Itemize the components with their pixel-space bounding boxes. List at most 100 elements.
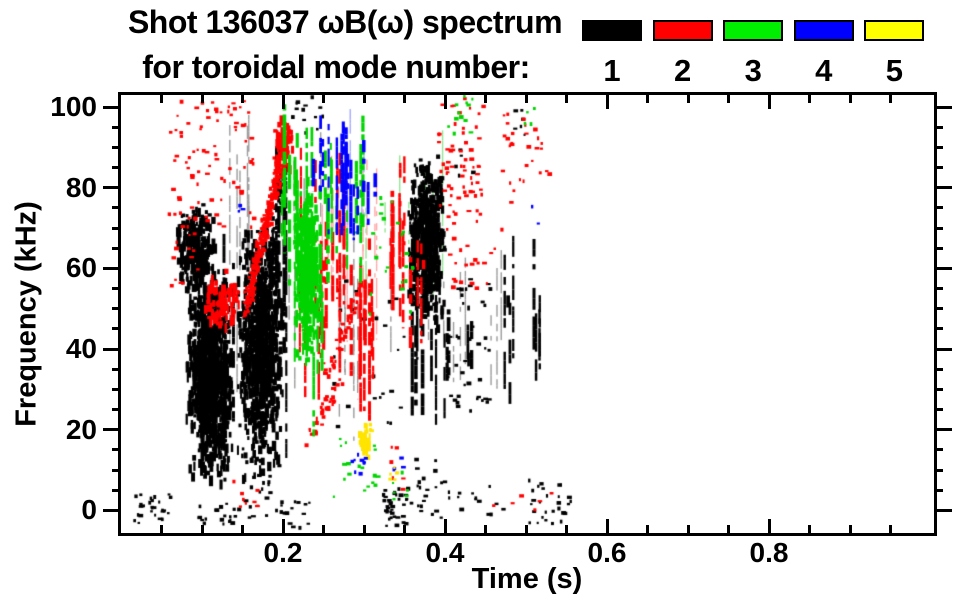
- spectrogram-canvas: [121, 95, 934, 533]
- legend-swatch-3: [723, 20, 784, 41]
- y-axis-tick-label: 40: [65, 333, 97, 365]
- chart-title-line-2: for toroidal mode number:: [142, 49, 530, 85]
- y-axis-tick: [934, 327, 943, 331]
- x-axis-tick: [727, 95, 730, 103]
- y-axis-tick: [934, 448, 943, 452]
- y-axis-tick: [112, 246, 121, 250]
- x-axis-tick: [322, 525, 325, 533]
- x-axis-tick: [443, 519, 447, 533]
- y-axis-tick: [103, 508, 121, 512]
- y-axis-tick-label: 100: [50, 91, 97, 123]
- x-axis-tick: [403, 525, 406, 533]
- x-axis-tick: [565, 525, 568, 533]
- x-axis-tick: [524, 95, 528, 103]
- legend-number-3: 3: [744, 53, 762, 88]
- y-axis-tick: [112, 448, 121, 452]
- x-axis-tick-label: 0.8: [749, 537, 789, 568]
- y-axis-tick: [934, 488, 943, 492]
- x-axis-tick: [200, 95, 204, 103]
- x-axis-tick: [848, 95, 852, 103]
- legend-number-5: 5: [885, 53, 904, 88]
- y-axis-tick: [934, 166, 943, 170]
- y-axis-title: Frequency (kHz): [10, 201, 43, 427]
- y-axis-tick: [934, 186, 952, 190]
- y-axis-tick: [112, 145, 121, 149]
- y-axis-tick-label: 80: [65, 171, 97, 203]
- x-axis-tick: [605, 519, 609, 533]
- x-axis-tick-label: 0.6: [587, 537, 627, 568]
- y-axis-tick: [934, 347, 952, 351]
- legend-swatch-2: [652, 20, 713, 41]
- x-axis-tick: [686, 95, 690, 103]
- y-axis-tick: [103, 105, 121, 109]
- x-axis-tick: [565, 95, 568, 103]
- y-axis-tick: [934, 367, 943, 371]
- y-axis-tick: [934, 105, 952, 109]
- y-axis-tick: [934, 226, 943, 230]
- x-axis-tick: [200, 525, 204, 533]
- y-axis-tick: [934, 287, 943, 291]
- x-axis-tick: [443, 95, 447, 109]
- y-axis-tick: [934, 508, 952, 512]
- x-axis-tick: [646, 525, 649, 533]
- x-axis-tick-label: 0.2: [263, 537, 303, 568]
- x-axis-tick: [362, 525, 366, 533]
- x-axis-tick: [605, 95, 609, 109]
- legend-number-4: 4: [815, 53, 833, 88]
- y-axis-tick-label: 60: [65, 252, 97, 284]
- x-axis-tick: [322, 95, 325, 103]
- y-axis-tick: [934, 428, 952, 432]
- x-axis-tick: [808, 525, 811, 533]
- y-axis-tick: [112, 387, 121, 391]
- x-axis-tick: [160, 95, 163, 103]
- x-axis-tick: [848, 525, 852, 533]
- x-axis-tick: [767, 519, 771, 533]
- y-axis-tick: [112, 408, 121, 412]
- y-axis-tick: [103, 347, 121, 351]
- y-axis-tick: [112, 367, 121, 371]
- y-axis-tick: [934, 246, 943, 250]
- x-axis-tick-label: 0.4: [425, 537, 465, 568]
- y-axis-tick: [934, 307, 943, 311]
- y-axis-tick: [112, 226, 121, 230]
- y-axis-tick: [103, 266, 121, 270]
- y-axis-tick: [103, 186, 121, 190]
- x-axis-tick: [281, 95, 285, 109]
- y-axis-tick: [934, 387, 943, 391]
- y-axis-tick: [112, 206, 121, 210]
- y-axis-tick: [112, 488, 121, 492]
- x-axis-tick: [767, 95, 771, 109]
- y-axis-tick: [934, 468, 943, 472]
- x-axis-tick: [686, 525, 690, 533]
- x-axis-tick: [484, 525, 487, 533]
- y-axis-tick-label: 0: [81, 494, 97, 526]
- y-axis-tick: [112, 287, 121, 291]
- x-axis-tick: [484, 95, 487, 103]
- x-axis-title: Time (s): [471, 563, 583, 595]
- y-axis-tick: [934, 408, 943, 412]
- y-axis-tick: [112, 468, 121, 472]
- x-axis-tick: [524, 525, 528, 533]
- x-axis-tick: [808, 95, 811, 103]
- y-axis-tick: [103, 428, 121, 432]
- x-axis-tick: [281, 519, 285, 533]
- x-axis-tick: [160, 525, 163, 533]
- y-axis-tick: [112, 166, 121, 170]
- y-axis-tick: [112, 125, 121, 129]
- x-axis-tick: [889, 525, 892, 533]
- legend-number-1: 1: [603, 53, 621, 88]
- y-axis-tick-label: 20: [65, 413, 97, 445]
- legend-swatch-1: [582, 20, 642, 41]
- x-axis-tick: [646, 95, 649, 103]
- legend-swatch-4: [793, 20, 854, 41]
- y-axis-tick: [934, 145, 943, 149]
- x-axis-tick: [403, 95, 406, 103]
- y-axis-tick: [112, 327, 121, 331]
- legend-swatch-5: [864, 20, 925, 41]
- legend-number-2: 2: [673, 53, 692, 88]
- y-axis-tick: [112, 307, 121, 311]
- x-axis-tick: [727, 525, 730, 533]
- y-axis-tick: [934, 206, 943, 210]
- x-axis-tick: [241, 525, 244, 533]
